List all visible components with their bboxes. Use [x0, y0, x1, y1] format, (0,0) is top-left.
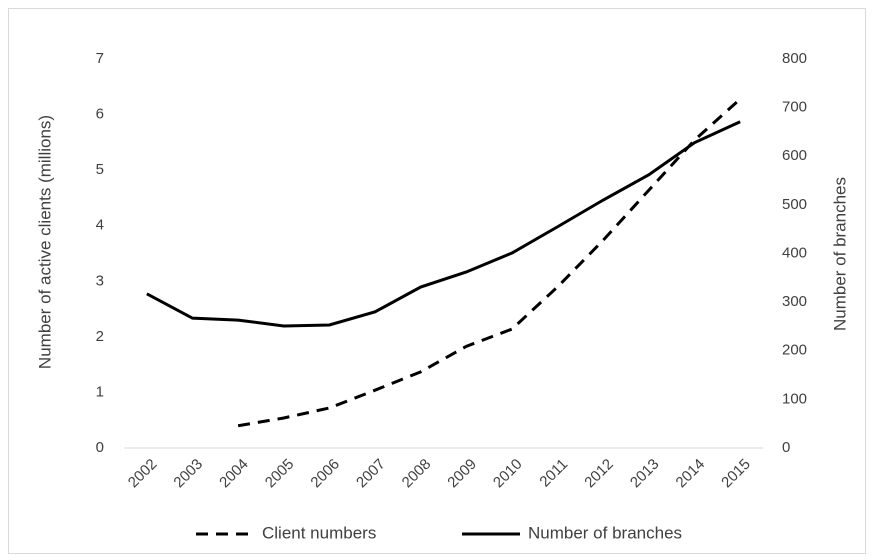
legend-label: Number of branches — [528, 523, 682, 542]
y2-tick-label: 600 — [782, 147, 807, 164]
series-line — [146, 120, 741, 328]
y2-tick-label: 800 — [782, 50, 807, 67]
y-tick-label: 4 — [96, 217, 104, 234]
y-tick-label: 5 — [96, 161, 104, 178]
y2-axis-title: Number of branches — [830, 177, 849, 331]
y-tick-label: 3 — [96, 272, 104, 289]
series-line — [237, 97, 742, 428]
y-tick-label: 0 — [96, 439, 104, 456]
y2-tick-label: 400 — [782, 244, 807, 261]
y-axis-title: Number of active clients (millions) — [35, 115, 54, 369]
y2-tick-label: 300 — [782, 293, 807, 310]
y-tick-label: 2 — [96, 328, 104, 345]
y2-tick-label: 0 — [782, 439, 790, 456]
legend-label: Client numbers — [262, 523, 376, 542]
y2-tick-label: 100 — [782, 390, 807, 407]
y-tick-label: 6 — [96, 106, 104, 123]
y-tick-label: 1 — [96, 383, 104, 400]
y-tick-label: 7 — [96, 50, 104, 67]
y2-tick-label: 500 — [782, 196, 807, 213]
y2-tick-label: 700 — [782, 99, 807, 116]
y2-tick-label: 200 — [782, 342, 807, 359]
